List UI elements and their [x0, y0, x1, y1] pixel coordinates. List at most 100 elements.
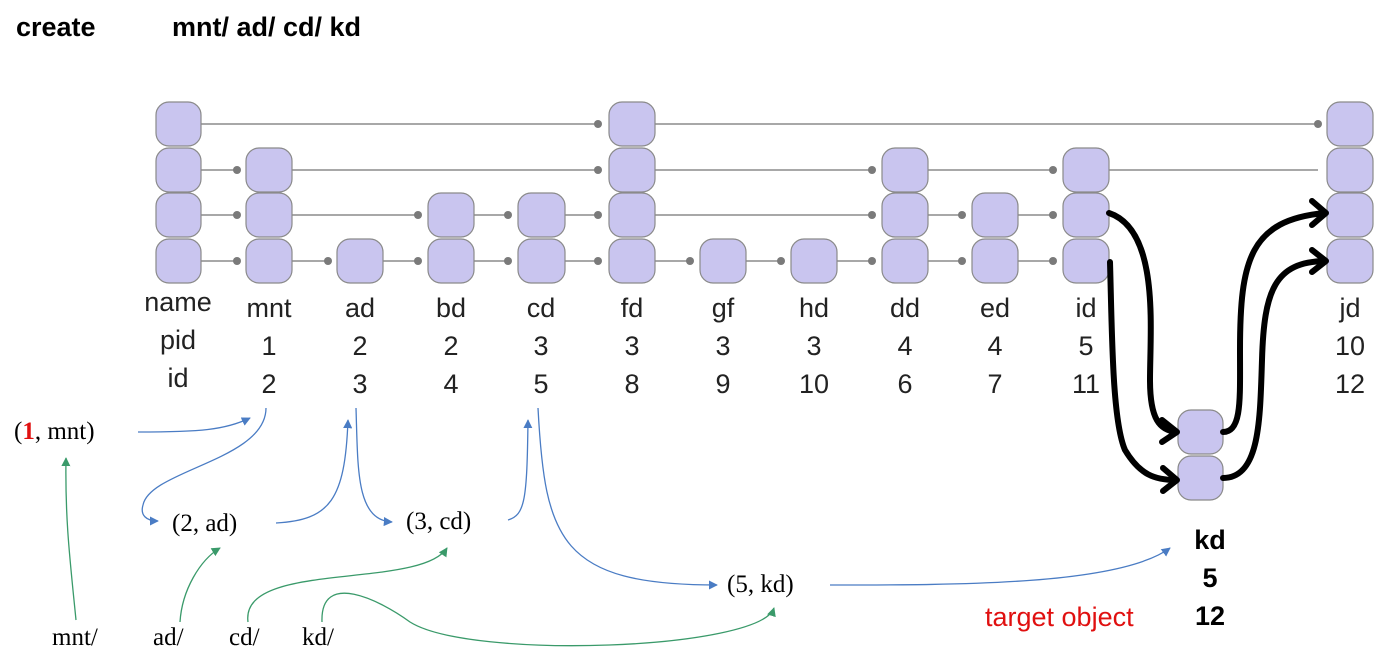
node-gf-level-1	[699, 238, 747, 284]
node-kd-level-1	[1177, 455, 1224, 501]
link-dot	[868, 166, 876, 174]
link-dot	[594, 211, 602, 219]
link-dot	[504, 211, 512, 219]
node-dd-level-1	[881, 238, 929, 284]
column-gf: gf 3 9	[678, 289, 768, 403]
node-head-level-1	[155, 238, 202, 284]
node-fd-level-4	[608, 101, 656, 147]
node-cd-level-1	[517, 238, 566, 284]
node-dd-level-3	[881, 147, 929, 193]
arrow-t1-to-mnt	[137, 417, 251, 433]
arrowhead	[1159, 417, 1180, 445]
node-ed-level-1	[971, 238, 1019, 284]
arrow-kd-path-to-t4	[321, 592, 776, 647]
arrow-ad-to-t3	[355, 407, 393, 527]
row-label-pid: pid	[159, 325, 197, 355]
arrow-t4-to-kd	[829, 547, 1171, 586]
column-pid: 2	[352, 331, 368, 361]
node-jd-level-3	[1326, 147, 1374, 193]
arrowhead	[1309, 198, 1329, 228]
column-mnt: mnt 1 2	[224, 289, 314, 403]
link-dot	[1049, 166, 1057, 174]
arrowhead	[1160, 465, 1180, 494]
column-pid: 3	[533, 331, 549, 361]
node-ad-level-1	[336, 238, 384, 284]
link-dot	[233, 257, 241, 265]
arrow-cd-path-to-t3	[247, 547, 448, 623]
node-head-level-4	[155, 101, 202, 147]
column-pid: 1	[261, 331, 277, 361]
column-id: 5	[533, 369, 549, 399]
path-part-cd: cd/	[229, 624, 260, 651]
column-ed: ed 4 7	[950, 289, 1040, 403]
column-pid: 4	[987, 331, 1003, 361]
link-dot	[233, 166, 241, 174]
node-cd-level-2	[517, 192, 566, 238]
row-label-name: name	[144, 287, 212, 317]
node-mnt-level-2	[245, 192, 293, 238]
arrowhead	[1309, 247, 1329, 275]
column-name: cd	[526, 293, 556, 323]
column-pid: 5	[1078, 331, 1094, 361]
insertion-arrows	[1106, 198, 1329, 494]
link-dot	[233, 211, 241, 219]
column-name: dd	[889, 293, 921, 323]
column-dd: dd 4 6	[860, 289, 950, 403]
column-cd: cd 3 5	[496, 289, 586, 403]
arrow-ad-path-to-t2	[179, 547, 221, 623]
column-pid: 4	[897, 331, 913, 361]
target-object-label: target object	[985, 602, 1134, 632]
column-bd: bd 2 4	[406, 289, 496, 403]
link-dot	[504, 257, 512, 265]
level-links	[201, 123, 1318, 262]
arrow-kd-to-jd-level-1	[1220, 258, 1328, 481]
arrow-t2-to-ad	[275, 419, 353, 524]
node-fd-level-2	[608, 192, 656, 238]
column-name: gf	[711, 293, 735, 323]
column-pid: 3	[624, 331, 640, 361]
node-fd-level-1	[608, 238, 656, 284]
target-name: kd	[1194, 525, 1226, 555]
node-jd-level-4	[1326, 101, 1374, 147]
tuple-1-rest: , mnt)	[34, 418, 95, 445]
arrow-kd-to-jd-level-2	[1220, 210, 1328, 435]
column-id: 9	[715, 369, 731, 399]
arrow-id-to-kd-level-2	[1106, 210, 1179, 435]
node-bd-level-1	[427, 238, 475, 284]
column-id: 12	[1334, 369, 1366, 399]
link-dot	[414, 257, 422, 265]
link-dots	[233, 120, 1322, 265]
column-pid: 3	[806, 331, 822, 361]
column-id: 8	[624, 369, 640, 399]
path-part-ad: ad/	[153, 624, 184, 651]
column-fd: fd 3 8	[587, 289, 677, 403]
node-id-level-1	[1062, 238, 1110, 284]
link-dot	[868, 257, 876, 265]
column-id: 11	[1071, 369, 1101, 399]
node-id-level-2	[1062, 192, 1110, 238]
node-fd-level-3	[608, 147, 656, 193]
arrow-t3-to-cd	[507, 419, 533, 521]
lookup-arrows	[137, 407, 1171, 590]
column-name: fd	[620, 293, 644, 323]
node-head-level-2	[155, 192, 202, 238]
target-column: kd 5 12	[1180, 521, 1240, 635]
tuple-4: (5, kd)	[727, 571, 794, 598]
path-arrows	[61, 457, 776, 647]
command-label: create	[16, 12, 96, 42]
tuple-1-number: 1	[22, 418, 35, 445]
column-name: hd	[798, 293, 830, 323]
column-id: 4	[443, 369, 459, 399]
node-mnt-level-3	[245, 147, 293, 193]
column-id: 2	[261, 369, 277, 399]
node-head-level-3	[155, 147, 202, 193]
column-id: 7	[987, 369, 1003, 399]
row-labels: name pid id	[133, 283, 223, 397]
nodes	[155, 101, 1374, 501]
column-id: 3	[352, 369, 368, 399]
link-dot	[594, 120, 602, 128]
node-dd-level-2	[881, 192, 929, 238]
node-bd-level-2	[427, 192, 475, 238]
tuple-1: (1, mnt)	[14, 418, 95, 446]
